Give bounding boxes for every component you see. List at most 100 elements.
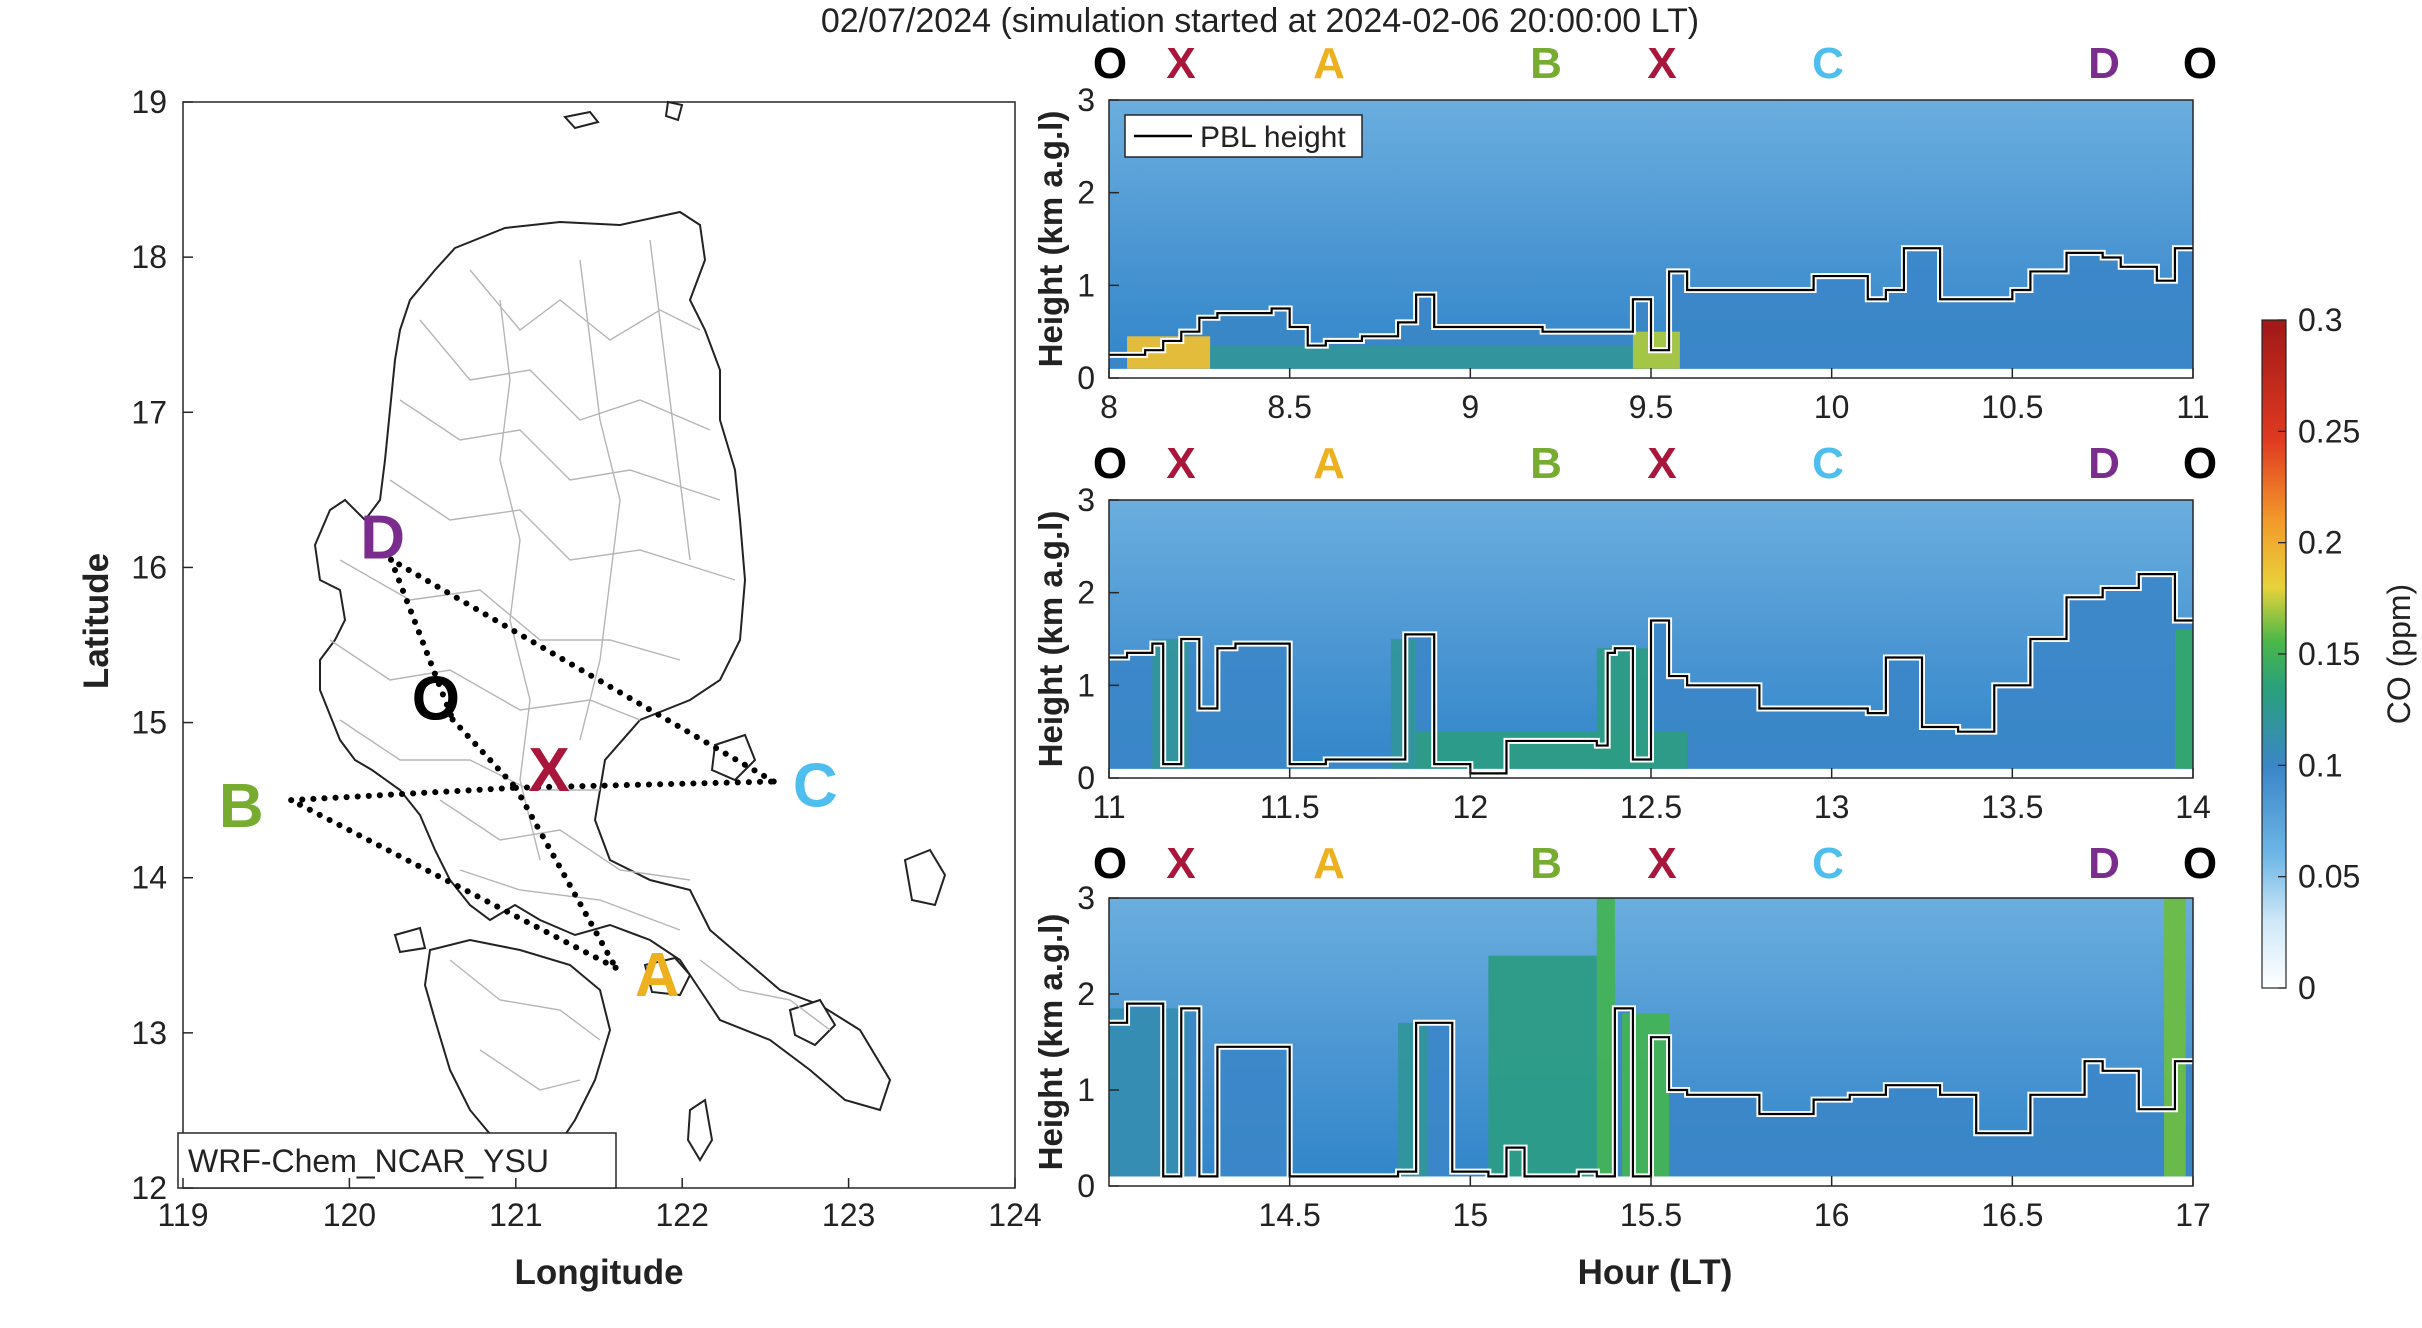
hour-x-label: Hour (LT) [1578,1253,1733,1292]
sequence-label-c: C [1812,39,1844,88]
sequence-label-a: A [1313,839,1345,888]
x-tick-label: 15 [1453,1197,1489,1233]
co-plume [1622,1013,1670,1177]
lubang-island [393,926,427,954]
legend-label: PBL height [1200,121,1346,154]
map-x-tick-label: 119 [157,1197,208,1233]
colorbar-tick-label: 0.15 [2298,636,2360,672]
map-y-tick-label: 15 [131,705,167,741]
x-tick-label: 12 [1453,789,1489,825]
co-plume [1210,345,1644,369]
sequence-label-o: O [2183,439,2217,488]
colorbar-tick-label: 0.05 [2298,859,2360,895]
sequence-label-o: O [2183,839,2217,888]
y-tick-label: 0 [1077,360,1095,396]
x-tick-label: 15.5 [1620,1197,1682,1233]
pbl-line [1109,1002,2193,1178]
heatmap-field [1109,500,2193,778]
co-plume [2164,898,2186,1177]
colorbar-tick-label: 0.1 [2298,747,2342,783]
y-axis-label: Height (km a.g.l) [1032,914,1069,1171]
batanes-islet [664,100,684,122]
route-segment [288,784,519,804]
map-y-tick-label: 14 [131,860,167,896]
y-tick-label: 2 [1077,976,1095,1012]
x-tick-label: 9.5 [1629,389,1673,425]
heatmap-field [1109,100,2193,378]
sequence-label-x: X [1647,39,1676,88]
sequence-label-o: O [2183,39,2217,88]
map-x-tick-label: 121 [489,1197,542,1233]
y-axis-label: Height (km a.g.l) [1032,511,1069,768]
x-tick-label: 10 [1814,389,1850,425]
sequence-label-d: D [2088,439,2120,488]
y-tick-label: 0 [1077,1168,1095,1204]
map-y-tick-label: 17 [131,394,167,430]
co-plume [1488,955,1597,1177]
route-segment [388,556,456,723]
route-segment [388,556,777,785]
pbl-line [1109,247,2193,356]
x-tick-label: 10.5 [1981,389,2043,425]
y-tick-label: 1 [1077,1072,1095,1108]
figure-title: 02/07/2024 (simulation started at 2024-0… [821,2,1699,40]
colorbar-tick-label: 0.2 [2298,525,2342,561]
colorbar-tick-label: 0 [2298,970,2316,1006]
site-labels: D OX C B A [219,503,838,1010]
site-label-d: D [360,503,405,572]
map-y-ticks: 12 13 14 15 16 17 18 19 [131,84,193,1206]
co-plume [1596,898,1615,1177]
model-label-box [177,1132,617,1189]
map-x-tick-label: 123 [822,1197,875,1233]
x-tick-label: 11.5 [1260,789,1320,825]
site-label-x: X [528,736,569,805]
colorbar-label: CO (ppm) [2381,584,2417,724]
map-y-tick-label: 12 [131,1170,167,1206]
colorbar-tick-label: 0.3 [2298,302,2342,338]
y-axis-label: Height (km a.g.l) [1032,111,1069,368]
sequence-label-x: X [1647,839,1676,888]
x-tick-label: 9 [1461,389,1479,425]
map-x-tick-label: 124 [988,1197,1041,1233]
map-y-tick-label: 19 [131,84,167,120]
map-y-tick-label: 13 [131,1015,167,1051]
route-lines [288,556,777,971]
pbl-line [1109,573,2193,775]
burias-island [788,998,837,1047]
model-label: WRF-Chem_NCAR_YSU [188,1143,549,1179]
sequence-label-b: B [1530,839,1562,888]
y-tick-label: 3 [1077,82,1095,118]
y-tick-label: 2 [1077,175,1095,211]
map-y-label: Latitude [77,553,116,689]
sequence-label-x: X [1166,439,1195,488]
babuyan-islet [563,110,600,130]
y-tick-label: 3 [1077,880,1095,916]
y-tick-label: 3 [1077,482,1095,518]
x-tick-label: 16.5 [1981,1197,2043,1233]
x-tick-label: 13.5 [1981,789,2043,825]
catanduanes-island [903,848,947,907]
x-tick-label: 14.5 [1259,1197,1321,1233]
co-plume [1398,1022,1427,1177]
sequence-label-a: A [1313,39,1345,88]
map-panel: D OX C B A WRF-Chem_NCAR_YSU 119 120 121 122 123… [77,84,1042,1292]
x-tick-label: 11 [1092,789,1125,825]
sequence-label-c: C [1812,839,1844,888]
province-boundaries [329,239,831,1091]
x-tick-label: 8.5 [1267,389,1311,425]
x-tick-label: 14 [2175,789,2211,825]
co-plume [1109,1008,1189,1177]
sequence-label-x: X [1166,39,1195,88]
x-tick-label: 16 [1814,1197,1850,1233]
map-x-tick-label: 122 [656,1197,709,1233]
x-tick-label: 13 [1814,789,1850,825]
map-x-label: Longitude [514,1253,683,1292]
sequence-label-x: X [1166,839,1195,888]
sequence-label-d: D [2088,839,2120,888]
colorbar-tick-label: 0.25 [2298,413,2360,449]
site-label-b: B [219,772,264,841]
